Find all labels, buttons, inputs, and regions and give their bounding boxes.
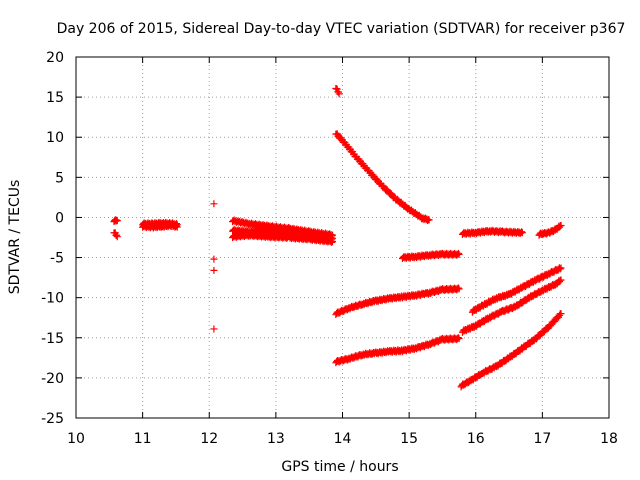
y-axis: -25 -20 -15 -10 -5 0 5 10 15 20 (41, 50, 609, 427)
data-point (173, 223, 181, 231)
data-point (518, 229, 526, 237)
data-marks (110, 84, 565, 391)
data-series-track (139, 221, 181, 232)
data-point (210, 255, 218, 263)
data-series-track (332, 334, 463, 367)
data-point (518, 228, 526, 236)
x-tick-label: 13 (267, 431, 285, 447)
data-point (335, 90, 343, 98)
data-point (172, 222, 180, 230)
x-tick-label: 16 (467, 431, 485, 447)
data-point (328, 238, 336, 246)
x-tick-label: 15 (400, 431, 418, 447)
data-point (557, 221, 565, 229)
data-series-track (332, 130, 433, 224)
data-series-track (398, 249, 463, 263)
x-tick-label: 12 (200, 431, 218, 447)
data-point (210, 200, 218, 208)
data-point (556, 265, 564, 273)
data-series-track (332, 284, 463, 319)
data-point (454, 249, 462, 257)
x-tick-label: 17 (533, 431, 551, 447)
x-tick-label: 10 (67, 431, 85, 447)
y-axis-label: SDTVAR / TECUs (7, 180, 23, 295)
y-tick-label: -20 (41, 371, 64, 387)
data-point (454, 284, 462, 292)
x-tick-label: 11 (134, 431, 152, 447)
data-series-track (110, 229, 121, 241)
y-tick-label: -10 (41, 291, 64, 307)
data-point (557, 264, 565, 272)
y-tick-label: 15 (46, 90, 64, 106)
data-series-track (229, 230, 337, 246)
data-point (113, 217, 121, 225)
y-tick-label: -5 (50, 251, 64, 267)
data-point (557, 310, 565, 318)
data-series-track (110, 216, 121, 226)
data-point (556, 223, 564, 231)
data-series-track (535, 221, 565, 239)
data-point (329, 238, 337, 246)
data-point (556, 278, 564, 286)
data-series-track (332, 84, 343, 98)
y-tick-label: -15 (41, 331, 64, 347)
y-tick-label: -25 (41, 411, 64, 427)
data-point (455, 285, 463, 293)
data-point (424, 216, 432, 224)
data-point (327, 237, 335, 245)
grid (76, 57, 609, 418)
data-point (210, 325, 218, 333)
data-point (113, 231, 121, 239)
x-axis-label: GPS time / hours (281, 459, 398, 475)
data-point (455, 335, 463, 343)
data-point (454, 334, 462, 342)
x-axis: 10 11 12 13 14 15 16 17 18 (67, 57, 618, 447)
data-point (210, 266, 218, 274)
chart-title: Day 206 of 2015, Sidereal Day-to-day VTE… (57, 21, 626, 37)
data-point (455, 250, 463, 258)
data-series-track (458, 276, 565, 336)
y-tick-label: 5 (55, 170, 64, 186)
x-tick-label: 18 (600, 431, 618, 447)
data-series-track (458, 226, 526, 238)
y-tick-label: 10 (46, 130, 64, 146)
data-point (113, 233, 121, 241)
x-tick-label: 14 (334, 431, 352, 447)
data-point (425, 216, 433, 224)
isolated-points (210, 200, 218, 333)
data-series-track (468, 264, 565, 316)
y-tick-label: 20 (46, 50, 64, 66)
data-point (557, 276, 565, 284)
data-series-track (457, 310, 565, 391)
y-tick-label: 0 (55, 210, 64, 226)
